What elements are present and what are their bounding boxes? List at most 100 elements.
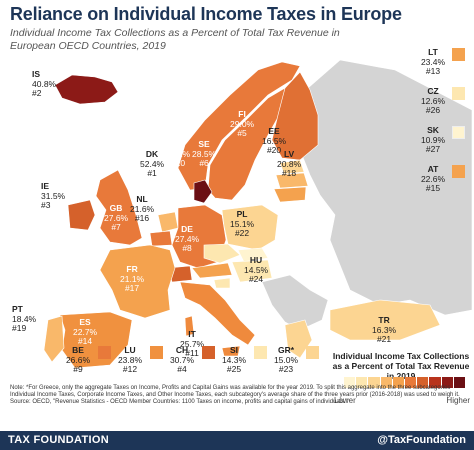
footer-bar: TAX FOUNDATION @TaxFoundation [0, 431, 474, 450]
legend-swatch-6 [405, 377, 417, 388]
swatch-SK [452, 126, 465, 139]
label-PT-code: PT [12, 304, 23, 314]
country-CZ [203, 243, 241, 264]
side-item-SK: SK 10.9% #27 [408, 125, 458, 155]
label-EE-code: EE [268, 126, 280, 136]
label-GB: GB 27.6% #7 [104, 203, 128, 233]
legend-low-label: Lower [334, 396, 356, 405]
legend-swatch-3 [368, 377, 380, 388]
label-IS: IS 40.8% #2 [32, 69, 57, 99]
label-NO-value: 26.1% [166, 148, 191, 159]
legend-swatch-7 [417, 377, 429, 388]
label-NO-rank: #10 [170, 158, 186, 168]
side-item-AT-value: 22.6% [420, 173, 446, 184]
label-IE-code: IE [41, 181, 50, 191]
bottom-item-SI-value: 14.3% [221, 354, 247, 365]
label-DE: DE 27.4% #8 [175, 224, 200, 254]
label-IS-value: 40.8% [32, 78, 57, 89]
label-DE-value: 27.4% [175, 233, 200, 244]
bottom-item-BE-rank: #9 [73, 364, 83, 374]
footer-social-handle[interactable]: @TaxFoundation [377, 434, 466, 446]
side-item-CZ-rank: #26 [425, 105, 441, 115]
label-PT-rank: #19 [12, 323, 27, 333]
label-FI-value: 29.0% [230, 118, 255, 129]
label-HU-code: HU [249, 255, 263, 265]
label-LV-code: LV [283, 149, 295, 159]
label-NL-rank: #16 [134, 213, 150, 223]
legend-swatch-8 [429, 377, 441, 388]
label-SE-code: SE [198, 139, 210, 149]
country-FR [99, 244, 176, 319]
country-FI [271, 71, 319, 161]
country-IS [54, 74, 119, 105]
swatch-AT [452, 165, 465, 178]
legend-swatch-1 [344, 377, 356, 388]
label-FR-value: 21.1% [120, 273, 145, 284]
label-IT-code: IT [188, 329, 196, 339]
side-item-AT: AT 22.6% #15 [408, 164, 458, 194]
legend-swatch-5 [392, 377, 405, 388]
country-IT-sicily [221, 345, 241, 357]
country-BE [149, 230, 173, 247]
label-NO: NO 26.1% #10 [166, 139, 191, 169]
side-item-AT-code: AT [427, 164, 439, 174]
label-SE-value: 28.5% [192, 148, 217, 159]
label-FI-rank: #5 [237, 128, 247, 138]
country-PL [221, 204, 279, 251]
country-SI [213, 277, 231, 289]
side-item-SK-rank: #27 [425, 144, 441, 154]
label-IT-rank: #11 [185, 348, 199, 358]
label-FR-rank: #17 [124, 283, 140, 293]
label-FI-code: FI [238, 109, 246, 119]
label-DK-rank: #1 [147, 168, 157, 178]
label-NL-code: NL [136, 194, 148, 204]
label-DE-rank: #8 [182, 243, 192, 253]
label-IE: IE 31.5% #3 [41, 181, 65, 211]
label-ES-value: 22.7% [73, 326, 98, 337]
label-TR-code: TR [378, 315, 390, 325]
label-IT: IT 25.7% #11 [180, 329, 204, 359]
label-HU-value: 14.5% [244, 264, 269, 275]
label-EE: EE 16.5% #20 [262, 126, 287, 156]
label-ES-rank: #14 [77, 336, 93, 346]
region-non-oecd-balkans [261, 274, 329, 331]
label-FI: FI 29.0% #5 [230, 109, 255, 139]
bottom-item-GR-code: GR* [277, 345, 295, 355]
label-DK: DK 52.4% #1 [140, 149, 165, 179]
label-HU: HU 14.5% #24 [244, 255, 269, 285]
bottom-item-GR: GR* 15.0% #23 [266, 345, 306, 375]
label-IS-code: IS [32, 69, 41, 79]
label-LV: LV 20.8% #18 [277, 149, 301, 179]
bottom-item-BE-code: BE [72, 345, 84, 355]
label-PT: PT 18.4% #19 [12, 304, 36, 334]
label-TR-rank: #21 [376, 334, 392, 344]
bottom-item-LU-rank: #12 [122, 364, 138, 374]
label-IE-rank: #3 [41, 200, 51, 210]
footnote-source: Source: OECD, "Revenue Statistics - OECD… [10, 399, 348, 406]
label-DK-value: 52.4% [140, 158, 165, 169]
swatch-LT [452, 48, 465, 61]
label-EE-value: 16.5% [262, 135, 287, 146]
label-HU-rank: #24 [248, 274, 264, 284]
country-LT [273, 186, 307, 203]
country-LV [275, 172, 309, 189]
country-AT [191, 262, 233, 279]
label-ES-code: ES [79, 317, 91, 327]
bottom-item-LU: LU 23.8% #12 [110, 345, 150, 375]
label-FR: FR 21.1% #17 [120, 264, 145, 294]
label-NO-code: NO [171, 139, 185, 149]
legend-swatch-10 [453, 377, 466, 388]
country-IT-sardinia [184, 315, 195, 337]
country-IT [179, 281, 256, 346]
side-item-CZ-value: 12.6% [420, 95, 446, 106]
page-subtitle: Individual Income Tax Collections as a P… [10, 27, 340, 52]
label-DE-code: DE [181, 224, 193, 234]
legend-gradient [344, 377, 466, 388]
legend: Individual Income Tax Collections as a P… [330, 351, 472, 411]
bottom-item-BE-value: 26.6% [65, 354, 91, 365]
label-FR-code: FR [126, 264, 138, 274]
country-GB [95, 169, 143, 246]
swatch-GR [306, 346, 319, 359]
bottom-item-CH-code: CH [175, 345, 189, 355]
label-TR-value: 16.3% [372, 324, 397, 335]
